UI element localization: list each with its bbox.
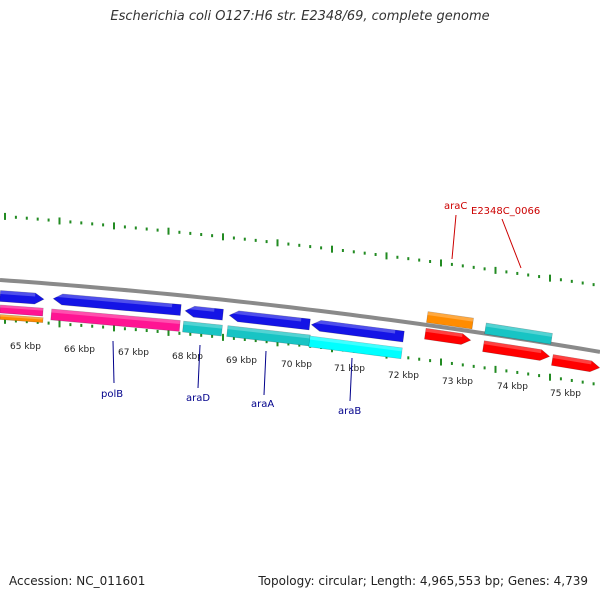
cds-arrow xyxy=(182,320,223,337)
cds-highlight xyxy=(227,325,311,339)
cds-feature xyxy=(310,319,405,343)
cds-highlight xyxy=(51,308,181,324)
cds-feature xyxy=(228,309,311,331)
gene-labels: polB araD araA araB araC E2348C_0066 xyxy=(101,201,540,417)
cds-arrow xyxy=(310,320,405,343)
cds-highlight xyxy=(427,311,474,322)
cds-feature xyxy=(551,354,600,373)
kbp-label: 73 kbp xyxy=(442,377,473,387)
cds-feature xyxy=(184,305,224,321)
cds-highlight xyxy=(552,354,592,365)
cds-highlight xyxy=(53,293,173,308)
cds-highlight xyxy=(0,314,44,320)
gene-label-e2348c_0066: E2348C_0066 xyxy=(471,206,540,217)
kbp-label: 74 kbp xyxy=(497,382,528,392)
cds-arrow xyxy=(551,354,600,373)
kbp-label: 69 kbp xyxy=(226,356,257,366)
cds-highlight xyxy=(311,319,396,334)
cds-feature xyxy=(50,308,181,332)
kbp-label: 68 kbp xyxy=(172,352,203,362)
kbp-label: 71 kbp xyxy=(334,364,365,374)
cds-arrow xyxy=(0,314,44,323)
kbp-scale-labels: 65 kbp 66 kbp 67 kbp 68 kbp 69 kbp 70 kbp 71 k… xyxy=(10,342,581,399)
kbp-label: 72 kbp xyxy=(388,371,419,381)
kbp-label: 67 kbp xyxy=(118,348,149,358)
kbp-label: 75 kbp xyxy=(550,389,581,399)
gene-leader-line xyxy=(501,218,522,269)
cds-feature xyxy=(424,327,472,345)
cds-feature xyxy=(484,322,553,345)
cds-highlight xyxy=(0,304,44,311)
cds-highlight xyxy=(229,309,302,322)
map-title: Escherichia coli O127:H6 str. E2348/69, … xyxy=(110,9,490,24)
cds-feature xyxy=(0,290,45,305)
cds-feature xyxy=(0,314,44,323)
gene-label-polb: polB xyxy=(101,389,123,400)
accession-text: Accession: NC_011601 xyxy=(9,574,146,588)
gene-label-arac: araC xyxy=(444,201,467,212)
gene-leader-line xyxy=(263,350,267,396)
cds-arrow xyxy=(228,310,311,331)
cds-feature xyxy=(182,320,223,337)
cds-arrow xyxy=(482,340,551,361)
gene-label-arad: araD xyxy=(186,393,210,404)
kbp-label: 70 kbp xyxy=(281,360,312,370)
feature-track xyxy=(0,290,600,373)
cds-arrow xyxy=(308,335,403,360)
gene-label-leaders xyxy=(112,214,522,402)
gene-leader-line xyxy=(349,357,353,402)
cds-highlight xyxy=(185,305,215,312)
cds-highlight xyxy=(0,290,36,297)
cds-arrow xyxy=(0,290,45,305)
cds-feature xyxy=(426,311,474,330)
cds-arrow xyxy=(426,311,474,330)
gene-leader-line xyxy=(112,340,115,384)
cds-arrow xyxy=(50,308,181,332)
cds-arrow xyxy=(424,327,472,345)
cds-feature xyxy=(52,293,182,316)
cds-highlight xyxy=(425,328,463,338)
gene-leader-line xyxy=(197,344,201,389)
cds-feature xyxy=(0,304,44,317)
cds-arrow xyxy=(0,304,44,317)
gene-leader-line xyxy=(451,214,457,260)
kbp-label: 65 kbp xyxy=(10,342,41,352)
cds-feature xyxy=(482,340,551,361)
cds-arrow xyxy=(52,293,182,316)
cds-arrow xyxy=(484,322,553,345)
gene-label-arab: araB xyxy=(338,406,361,417)
kbp-label: 66 kbp xyxy=(64,345,95,355)
outer-tick-row xyxy=(4,212,595,287)
cds-highlight xyxy=(309,335,403,352)
cds-highlight xyxy=(485,323,553,337)
gene-label-araa: araA xyxy=(251,399,274,410)
genome-summary-text: Topology: circular; Length: 4,965,553 bp… xyxy=(258,574,588,588)
inner-tick-row xyxy=(4,316,595,386)
cds-feature xyxy=(308,335,403,360)
cds-highlight xyxy=(183,321,223,329)
cds-arrow xyxy=(184,305,224,321)
cds-highlight xyxy=(483,340,542,354)
